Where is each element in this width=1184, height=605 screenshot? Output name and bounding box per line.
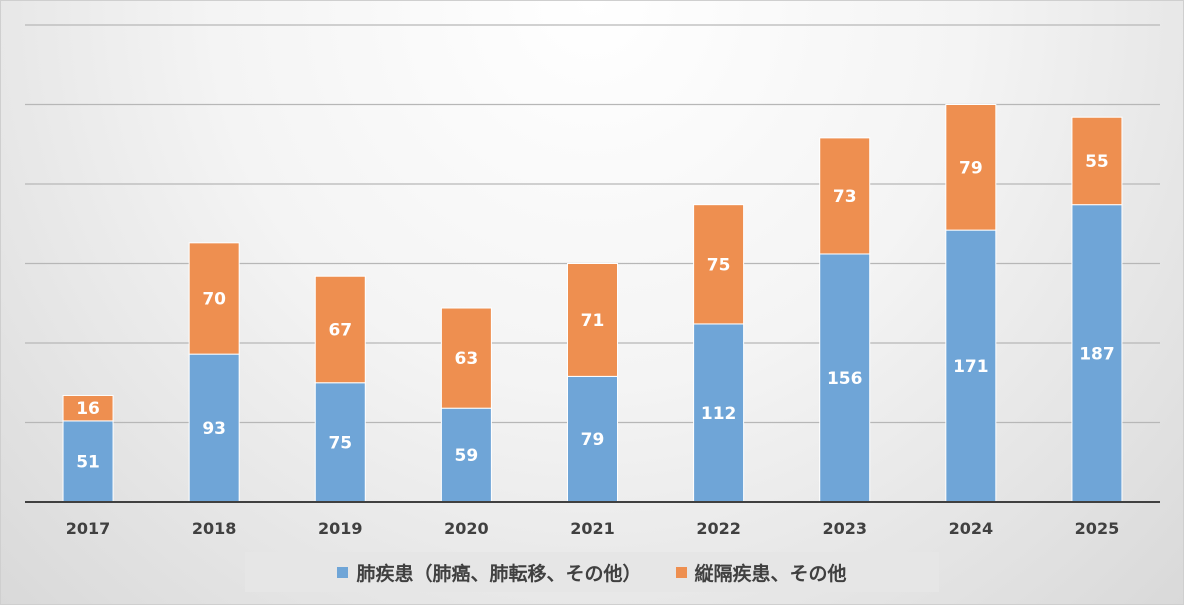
- bar-lung-2023: [819, 253, 871, 503]
- data-label-lung-2021: 79: [581, 430, 605, 450]
- legend-item-lung: 肺疾患（肺癌、肺転移、その他）: [337, 559, 642, 586]
- stacked-bar-chart: 51 16 93 70 75 67 59 63 79 71 112 75 156 73 171 79 187 55…: [25, 24, 1160, 538]
- bar-mediastinum-2023: [819, 137, 871, 255]
- data-label-lung-2019: 75: [328, 433, 352, 453]
- data-label-lung-2020: 59: [455, 446, 479, 466]
- data-label-mediastinum-2023: 73: [833, 187, 857, 207]
- bar-lung-2019: [314, 382, 366, 503]
- data-label-lung-2022: 112: [701, 404, 737, 424]
- bar-lung-2022: [693, 323, 745, 503]
- x-tick-label-2022: 2022: [696, 519, 741, 538]
- data-label-mediastinum-2024: 79: [959, 158, 983, 178]
- x-tick-label-2019: 2019: [318, 519, 363, 538]
- bar-mediastinum-2024: [945, 104, 997, 231]
- legend-swatch-lung: [337, 566, 349, 578]
- bar-mediastinum-2025: [1071, 116, 1123, 206]
- bars: [62, 104, 1123, 503]
- x-tick-label-2024: 2024: [949, 519, 994, 538]
- data-label-mediastinum-2019: 67: [328, 320, 352, 340]
- bar-mediastinum-2022: [693, 204, 745, 325]
- bar-mediastinum-2019: [314, 275, 366, 384]
- data-label-mediastinum-2022: 75: [707, 255, 731, 275]
- bar-mediastinum-2017: [62, 394, 114, 422]
- legend-label-mediastinum: 縦隔疾患、その他: [694, 562, 847, 585]
- data-label-mediastinum-2020: 63: [455, 349, 479, 369]
- bar-mediastinum-2018: [188, 242, 240, 355]
- legend-swatch-mediastinum: [675, 566, 687, 578]
- x-tick-label-2020: 2020: [444, 519, 489, 538]
- bar-lung-2024: [945, 229, 997, 503]
- data-label-lung-2023: 156: [827, 369, 863, 389]
- data-label-lung-2017: 51: [76, 452, 100, 472]
- legend-label-lung: 肺疾患（肺癌、肺転移、その他）: [356, 562, 642, 585]
- bar-lung-2025: [1071, 204, 1123, 503]
- data-label-mediastinum-2018: 70: [202, 289, 226, 309]
- bar-mediastinum-2020: [440, 307, 492, 409]
- data-label-lung-2024: 171: [953, 357, 989, 377]
- data-label-mediastinum-2017: 16: [76, 399, 100, 419]
- x-tick-labels: 2017 2018 2019 2020 2021 2022 2023 2024 2025: [66, 519, 1119, 538]
- data-label-lung-2018: 93: [202, 419, 226, 439]
- x-tick-label-2023: 2023: [822, 519, 867, 538]
- x-tick-label-2025: 2025: [1075, 519, 1120, 538]
- legend-item-mediastinum: 縦隔疾患、その他: [675, 559, 847, 586]
- bar-lung-2018: [188, 353, 240, 503]
- bar-mediastinum-2021: [567, 263, 618, 377]
- legend: 肺疾患（肺癌、肺転移、その他） 縦隔疾患、その他: [245, 552, 939, 592]
- data-label-mediastinum-2025: 55: [1085, 152, 1109, 172]
- bar-lung-2020: [440, 407, 492, 503]
- data-labels: 51 16 93 70 75 67 59 63 79 71 112 75 156 73 171 79 187 55: [76, 152, 1114, 473]
- x-tick-label-2021: 2021: [570, 519, 615, 538]
- x-tick-label-2017: 2017: [66, 519, 111, 538]
- data-label-lung-2025: 187: [1079, 344, 1115, 364]
- x-tick-label-2018: 2018: [192, 519, 237, 538]
- data-label-mediastinum-2021: 71: [581, 311, 605, 331]
